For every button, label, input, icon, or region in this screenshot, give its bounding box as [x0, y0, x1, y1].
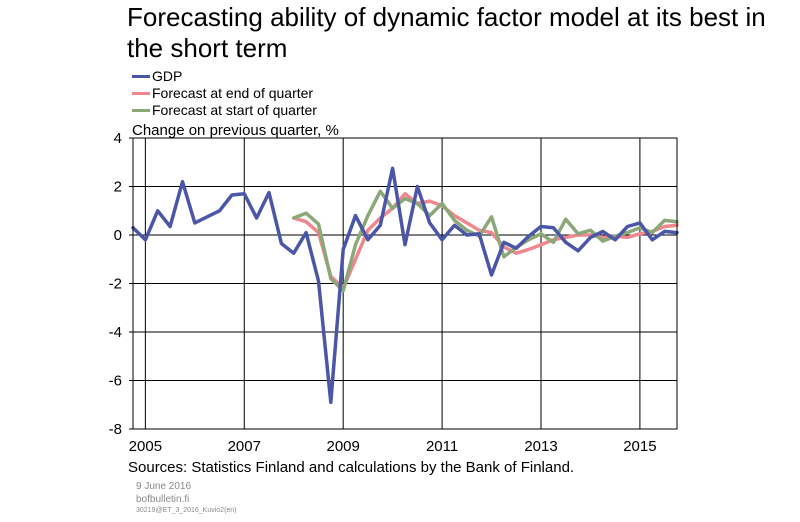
y-tick-label-0: 0	[114, 227, 122, 244]
y-tick-label-2: 2	[114, 179, 122, 196]
x-tick-label-2011: 2011	[426, 438, 458, 455]
y-tick-label--8: -8	[109, 421, 122, 438]
series-line-forecast-start	[291, 189, 679, 293]
series-line-forecast-end	[291, 192, 679, 291]
legend-swatch-forecast-end	[132, 92, 150, 95]
plot-frame	[132, 137, 678, 430]
legend-label-forecast-start: Forecast at start of quarter	[152, 102, 317, 118]
legend-item-gdp: GDP	[132, 68, 317, 85]
x-tick-label-2015: 2015	[623, 438, 656, 455]
y-tick-label--6: -6	[109, 373, 122, 390]
legend-item-forecast-start: Forecast at start of quarter	[132, 102, 317, 119]
x-tick-label-2005: 2005	[129, 438, 162, 455]
legend-swatch-gdp	[132, 75, 150, 78]
website: bofbulletin.fi	[136, 494, 190, 505]
y-tick-label-4: 4	[114, 130, 122, 147]
chart-title: Forecasting ability of dynamic factor mo…	[127, 2, 766, 63]
legend-item-forecast-end: Forecast at end of quarter	[132, 85, 317, 102]
chart-source: Sources: Statistics Finland and calculat…	[128, 459, 575, 476]
legend-label-forecast-end: Forecast at end of quarter	[152, 85, 314, 101]
x-tick-label-2009: 2009	[326, 438, 359, 455]
series-line-gdp	[131, 166, 679, 405]
y-tick-label--4: -4	[109, 324, 122, 341]
publication-date: 9 June 2016	[136, 481, 192, 492]
y-axis-label: Change on previous quarter, %	[132, 122, 339, 139]
legend-label-gdp: GDP	[152, 68, 183, 84]
x-tick-label-2007: 2007	[228, 438, 261, 455]
y-tick-label--2: -2	[109, 276, 122, 293]
legend-swatch-forecast-start	[132, 109, 150, 112]
chart-code: 30219@ET_3_2016_Kuvio2(en)	[136, 507, 237, 514]
chart-legend: GDP Forecast at end of quarter Forecast …	[132, 68, 317, 119]
x-tick-label-2013: 2013	[524, 438, 557, 455]
